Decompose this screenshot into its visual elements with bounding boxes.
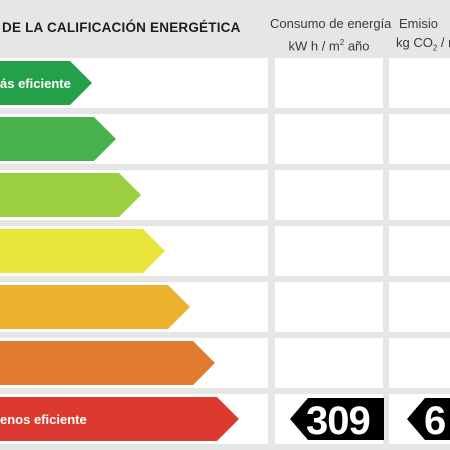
consumo-cell: [275, 282, 383, 332]
scale-row-5: [0, 282, 450, 332]
emisiones-rating-arrow: [407, 398, 450, 440]
consumo-cell: [275, 338, 383, 388]
scale-row-1: ás eficiente: [0, 58, 450, 108]
emisiones-column-header: Emisio kg CO2 / n: [386, 14, 450, 58]
consumo-rating-value: 309: [306, 399, 371, 443]
efficiency-bar-3: [0, 173, 141, 217]
emisiones-cell: [389, 338, 450, 388]
scale-row-2: [0, 114, 450, 164]
consumo-column-header: Consumo de energía kW h / m2 año: [270, 14, 392, 55]
scale-row-4: [0, 226, 450, 276]
scale-row-7: enos eficiente 309 6: [0, 394, 450, 444]
consumo-cell: [275, 170, 383, 220]
consumo-rating-arrow: [290, 398, 384, 440]
consumo-cell: [275, 114, 383, 164]
energy-rating-title: DE LA CALIFICACIÓN ENERGÉTICA: [2, 19, 241, 35]
efficiency-bar-6: [0, 341, 215, 385]
efficiency-bar-7: [0, 397, 239, 441]
scale-row-3: [0, 170, 450, 220]
emisiones-rating-value: 6: [424, 399, 446, 443]
consumo-cell: [275, 58, 383, 108]
efficiency-bar-5: [0, 285, 190, 329]
scale-row-6: [0, 338, 450, 388]
emisiones-cell: [389, 170, 450, 220]
consumo-cell: [275, 226, 383, 276]
emisiones-header-line2: kg CO2 / n: [396, 35, 450, 53]
efficiency-bar-1: [0, 61, 92, 105]
emisiones-cell: [389, 226, 450, 276]
efficiency-bar-4: [0, 229, 165, 273]
most-efficient-label: ás eficiente: [0, 76, 71, 91]
least-efficient-label: enos eficiente: [0, 412, 87, 427]
efficiency-bar-2: [0, 117, 116, 161]
consumo-header-line2: kW h / m2 año: [288, 38, 370, 54]
emisiones-header-line1: Emisio: [399, 16, 439, 31]
emisiones-cell: [389, 114, 450, 164]
consumo-header-line1: Consumo de energía: [270, 16, 392, 31]
energy-rating-title-cell: DE LA CALIFICACIÓN ENERGÉTICA: [0, 0, 268, 54]
emisiones-cell: [389, 58, 450, 108]
emisiones-cell: [389, 282, 450, 332]
